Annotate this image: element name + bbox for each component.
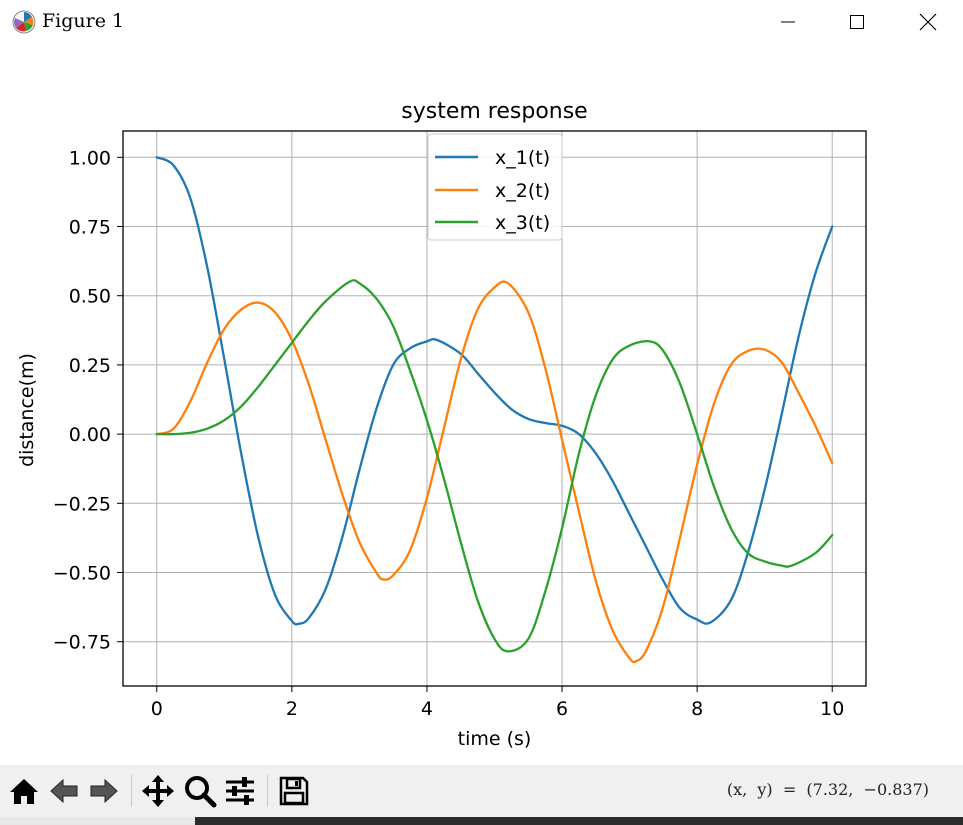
home-icon (10, 779, 38, 804)
back-button[interactable] (46, 773, 82, 809)
figure-canvas[interactable]: 0 2 4 6 8 10 1.00 0.75 0.50 0.25 0.00 −0.25 −0.50 −0.… (2, 44, 963, 765)
y-tick-label: 0.00 (69, 424, 111, 446)
series-line-2 (155, 280, 834, 664)
back-arrow-icon (50, 778, 78, 804)
pan-icon (142, 775, 174, 807)
y-tick-label: −0.25 (53, 493, 111, 515)
maximize-button[interactable] (822, 0, 892, 44)
chart-title: system response (401, 99, 587, 124)
pan-button[interactable] (140, 773, 176, 809)
window-bottom-edge-light (0, 817, 195, 825)
legend: x_1(t) x_2(t) x_3(t) (427, 133, 563, 241)
configure-subplots-button[interactable] (222, 773, 258, 809)
minimize-icon (781, 21, 795, 23)
series-lines (155, 156, 834, 664)
legend-label-x3: x_3(t) (495, 212, 550, 234)
series-line-1 (155, 156, 834, 626)
axis-ticks: 0 2 4 6 8 10 1.00 0.75 0.50 0.25 0.00 −0.25 −0.50 −0.… (53, 147, 845, 720)
x-tick-label: 4 (421, 698, 433, 720)
series-line-3 (155, 279, 834, 653)
toolbar-separator (267, 775, 268, 807)
title-bar: Figure 1 (0, 0, 963, 44)
zoom-button[interactable] (182, 773, 218, 809)
x-tick-label: 6 (556, 698, 568, 720)
x-tick-label: 8 (691, 698, 703, 720)
legend-box (427, 133, 563, 241)
y-tick-label: 0.25 (69, 355, 111, 377)
y-tick-label: 0.75 (69, 216, 111, 238)
y-tick-label: 1.00 (69, 147, 111, 169)
save-button[interactable] (276, 773, 312, 809)
legend-label-x1: x_1(t) (495, 147, 550, 169)
axes-frame (122, 130, 867, 687)
close-button[interactable] (893, 0, 963, 44)
legend-label-x2: x_2(t) (495, 180, 550, 202)
x-tick-label: 2 (286, 698, 298, 720)
maximize-icon (850, 15, 864, 29)
y-axis-label: distance(m) (16, 353, 38, 467)
matplotlib-icon (12, 10, 36, 34)
home-button[interactable] (6, 773, 42, 809)
coordinate-readout: (x, y) = (7.32, −0.837) (726, 780, 929, 799)
y-tick-label: −0.50 (53, 563, 111, 585)
y-tick-label: −0.75 (53, 632, 111, 654)
x-tick-label: 0 (151, 698, 163, 720)
navigation-toolbar: (x, y) = (7.32, −0.837) (0, 765, 963, 817)
window-title: Figure 1 (42, 10, 125, 32)
save-icon (279, 776, 309, 806)
configure-subplots-icon (226, 777, 254, 805)
window-bottom-edge (0, 817, 963, 825)
x-axis-label: time (s) (458, 728, 532, 750)
y-tick-label: 0.50 (69, 286, 111, 308)
minimize-button[interactable] (753, 0, 823, 44)
forward-arrow-icon (90, 778, 118, 804)
line-chart: 0 2 4 6 8 10 1.00 0.75 0.50 0.25 0.00 −0.25 −0.50 −0.… (16, 99, 867, 750)
forward-button[interactable] (86, 773, 122, 809)
toolbar-separator (131, 775, 132, 807)
x-tick-label: 10 (820, 698, 844, 720)
close-icon (919, 13, 937, 31)
zoom-icon (185, 776, 217, 808)
